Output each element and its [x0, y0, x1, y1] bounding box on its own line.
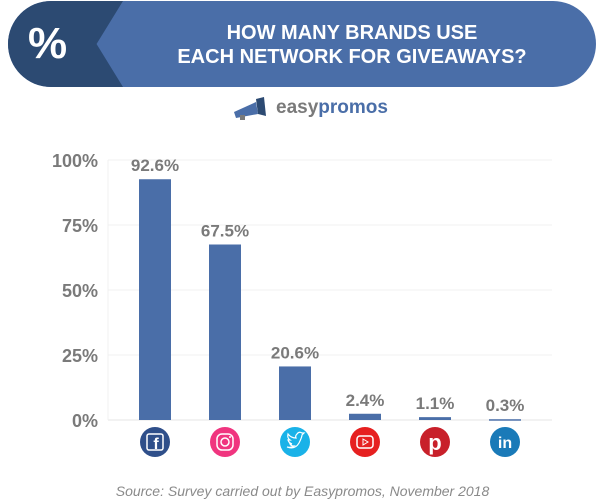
facebook-icon: f [140, 427, 170, 457]
svg-text:in: in [498, 435, 512, 452]
logo-text-easy: easy [276, 97, 319, 118]
bar-youtube [349, 413, 381, 420]
bar-linkedin [489, 419, 521, 421]
data-label: 67.5% [201, 222, 249, 241]
megaphone-icon [234, 97, 266, 120]
y-tick-label: 100% [52, 151, 98, 171]
y-tick-label: 25% [62, 346, 98, 366]
svg-text:f: f [153, 436, 159, 453]
title-banner: % HOW MANY BRANDS USE EACH NETWORK FOR G… [8, 1, 596, 87]
y-tick-label: 50% [62, 281, 98, 301]
data-label: 2.4% [346, 391, 385, 410]
youtube-icon [350, 427, 380, 457]
bar-pinterest [419, 417, 451, 420]
instagram-icon [210, 427, 240, 457]
data-label: 92.6% [131, 156, 179, 175]
svg-text:p: p [428, 430, 441, 455]
data-label: 0.3% [486, 396, 525, 415]
bar-twitter [279, 366, 311, 420]
bar-facebook [139, 179, 171, 420]
linkedin-icon: in [490, 427, 520, 457]
percent-icon: % [28, 19, 68, 68]
title-line-1: HOW MANY BRANDS USE [226, 22, 478, 44]
data-label: 1.1% [416, 394, 455, 413]
data-label: 20.6% [271, 343, 319, 362]
easypromos-logo: easypromos [232, 96, 388, 120]
y-tick-label: 75% [62, 216, 98, 236]
title-line-2: EACH NETWORK FOR GIVEAWAYS? [177, 46, 527, 68]
pinterest-icon: p [420, 427, 450, 457]
twitter-icon [280, 427, 310, 457]
bar-chart: 0% 25% 50% 75% 100% 92.6% f 67.5% 20.6% 2.4% 1.1% p… [52, 151, 552, 457]
bar-instagram [209, 244, 241, 420]
logo-text-promos: promos [318, 97, 388, 118]
y-tick-label: 0% [72, 411, 98, 431]
source-note: Source: Survey carried out by Easypromos… [115, 483, 490, 499]
chart-title: HOW MANY BRANDS USE EACH NETWORK FOR GIV… [128, 21, 576, 69]
